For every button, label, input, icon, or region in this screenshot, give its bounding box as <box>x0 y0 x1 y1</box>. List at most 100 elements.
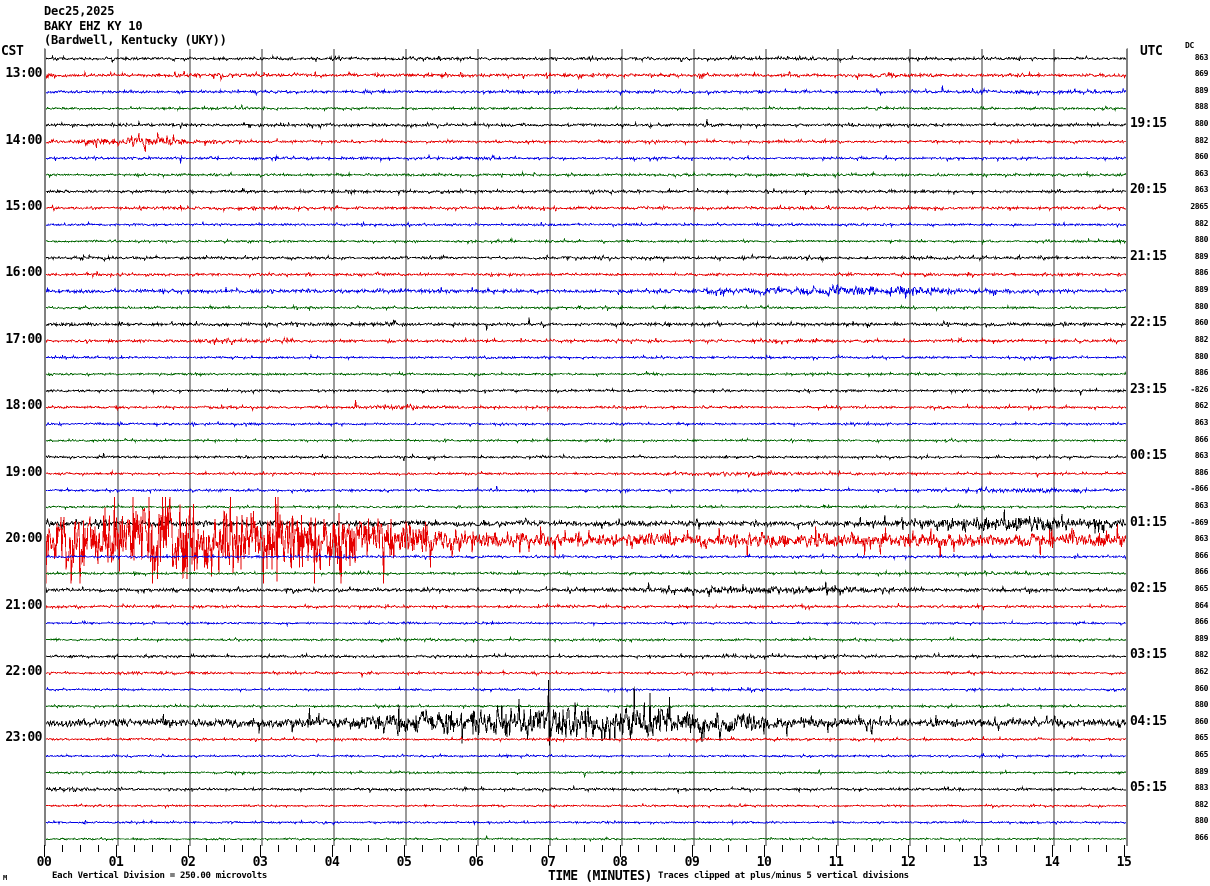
dc-value: 866 <box>1194 434 1209 444</box>
seismic-trace <box>46 220 1126 229</box>
dc-value: 866 <box>1194 833 1209 843</box>
x-tick-minor <box>512 845 513 852</box>
x-tick-minor <box>998 845 999 852</box>
seismic-trace <box>46 119 1126 130</box>
x-tick-minor <box>296 845 297 852</box>
header-station: BAKY EHZ KY 10 <box>44 18 143 33</box>
dc-value: 863 <box>1194 168 1209 178</box>
dc-value: -866 <box>1190 484 1208 494</box>
x-tick-major <box>980 845 981 857</box>
x-tick-minor <box>458 845 459 852</box>
x-tick-minor <box>80 845 81 852</box>
dc-value: 863 <box>1194 185 1209 195</box>
dc-value: 865 <box>1194 583 1209 593</box>
x-tick-label: 07 <box>540 855 556 870</box>
seismic-trace <box>46 252 1126 263</box>
x-tick-minor <box>926 845 927 852</box>
x-tick-minor <box>530 845 531 852</box>
header-date: Dec25,2025 <box>44 4 115 18</box>
x-tick-major <box>476 845 477 857</box>
x-tick-label: 00 <box>36 855 52 870</box>
seismic-trace <box>46 752 1126 760</box>
seismic-trace <box>46 509 1126 534</box>
left-hour-label: 15:00 <box>5 199 42 215</box>
x-tick-minor <box>584 845 585 852</box>
seismic-trace <box>46 399 1126 412</box>
dc-value: 889 <box>1194 633 1209 643</box>
dc-value: 863 <box>1194 52 1209 62</box>
x-tick-minor <box>1088 845 1089 852</box>
x-tick-minor <box>656 845 657 852</box>
dc-value: 862 <box>1194 666 1209 676</box>
m-marker-label: M <box>3 874 8 882</box>
dc-value: 889 <box>1194 766 1209 776</box>
seismic-trace <box>46 420 1126 428</box>
seismic-trace <box>46 437 1126 444</box>
seismic-trace <box>46 835 1126 843</box>
x-tick-minor <box>800 845 801 852</box>
x-tick-label: 10 <box>756 855 772 870</box>
seismic-trace <box>46 70 1126 82</box>
x-tick-label: 15 <box>1116 855 1132 870</box>
x-tick-major <box>908 845 909 857</box>
right-utc-label: 03:15 <box>1130 647 1167 663</box>
left-hour-label: 19:00 <box>5 464 42 480</box>
x-tick-major <box>548 845 549 857</box>
x-tick-label: 13 <box>972 855 988 870</box>
seismic-trace <box>46 283 1126 299</box>
left-hour-label: 23:00 <box>5 730 42 746</box>
dc-value: 880 <box>1194 816 1209 826</box>
x-tick-label: 08 <box>612 855 628 870</box>
x-tick-minor <box>422 845 423 852</box>
x-tick-minor <box>494 845 495 852</box>
x-axis-ticks <box>44 845 1125 859</box>
dc-value: 864 <box>1194 600 1209 610</box>
x-tick-label: 12 <box>900 855 916 870</box>
right-utc-label: 20:15 <box>1130 182 1167 198</box>
x-tick-label: 04 <box>324 855 340 870</box>
seismic-trace <box>46 802 1126 810</box>
x-tick-label: 06 <box>468 855 484 870</box>
dc-value: 863 <box>1194 417 1209 427</box>
right-utc-label: 02:15 <box>1130 580 1167 596</box>
dc-value: -869 <box>1190 517 1208 527</box>
x-tick-major <box>620 845 621 857</box>
helicorder-plot <box>44 48 1128 846</box>
seismic-trace <box>46 237 1126 245</box>
seismic-trace <box>46 469 1126 479</box>
seismic-trace <box>46 187 1126 196</box>
dc-value: 882 <box>1194 799 1209 809</box>
x-tick-minor <box>602 845 603 852</box>
dc-value: 886 <box>1194 467 1209 477</box>
x-tick-major <box>764 845 765 857</box>
seismic-trace <box>46 702 1126 710</box>
seismic-trace <box>46 651 1126 661</box>
dc-column-header: DC <box>1185 41 1195 50</box>
dc-value: 860 <box>1194 683 1209 693</box>
x-tick-major <box>692 845 693 857</box>
x-tick-major <box>116 845 117 857</box>
plot-header: Dec25,2025 BAKY EHZ KY 10 (Bardwell, Ken… <box>44 4 227 48</box>
left-hour-label: 16:00 <box>5 265 42 281</box>
dc-value: -826 <box>1190 384 1208 394</box>
x-tick-minor <box>746 845 747 852</box>
dc-value: 869 <box>1194 69 1209 79</box>
x-tick-minor <box>134 845 135 852</box>
seismic-trace <box>46 602 1126 612</box>
seismic-trace <box>46 784 1126 795</box>
right-utc-label: 05:15 <box>1130 780 1167 796</box>
dc-value: 880 <box>1194 700 1209 710</box>
dc-value: 880 <box>1194 235 1209 245</box>
dc-value: 866 <box>1194 617 1209 627</box>
right-timezone-label: UTC <box>1140 44 1163 59</box>
dc-value: 882 <box>1194 650 1209 660</box>
dc-value: 866 <box>1194 550 1209 560</box>
dc-value: 865 <box>1194 750 1209 759</box>
seismic-trace <box>46 85 1126 97</box>
dc-value: 863 <box>1194 534 1209 544</box>
dc-value: 863 <box>1194 500 1209 510</box>
dc-value: 882 <box>1194 334 1209 344</box>
seismic-trace <box>46 386 1126 396</box>
seismic-trace <box>46 619 1126 628</box>
left-hour-label: 21:00 <box>5 597 42 613</box>
